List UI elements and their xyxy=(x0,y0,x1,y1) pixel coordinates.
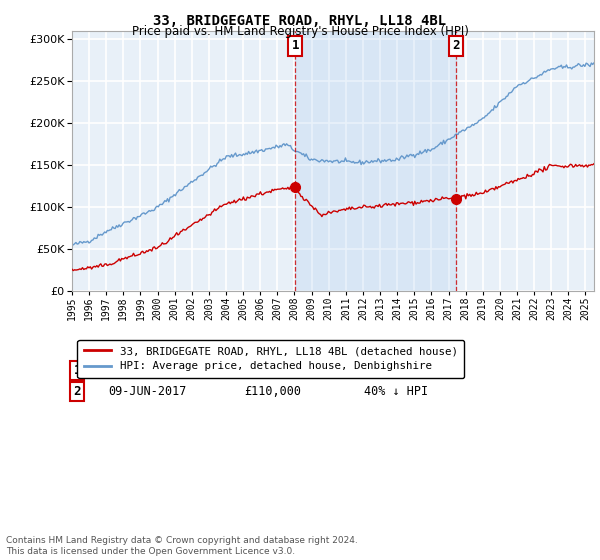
Text: £124,000: £124,000 xyxy=(244,364,301,377)
Text: 2: 2 xyxy=(452,39,460,53)
Text: 29% ↓ HPI: 29% ↓ HPI xyxy=(364,364,428,377)
Text: 09-JUN-2017: 09-JUN-2017 xyxy=(109,385,187,398)
Legend: 33, BRIDGEGATE ROAD, RHYL, LL18 4BL (detached house), HPI: Average price, detach: 33, BRIDGEGATE ROAD, RHYL, LL18 4BL (det… xyxy=(77,339,464,378)
Text: Price paid vs. HM Land Registry's House Price Index (HPI): Price paid vs. HM Land Registry's House … xyxy=(131,25,469,38)
Text: £110,000: £110,000 xyxy=(244,385,301,398)
Text: 07-JAN-2008: 07-JAN-2008 xyxy=(109,364,187,377)
Text: Contains HM Land Registry data © Crown copyright and database right 2024.
This d: Contains HM Land Registry data © Crown c… xyxy=(6,536,358,556)
Text: 1: 1 xyxy=(292,39,299,53)
Text: 33, BRIDGEGATE ROAD, RHYL, LL18 4BL: 33, BRIDGEGATE ROAD, RHYL, LL18 4BL xyxy=(154,14,446,28)
Bar xyxy=(295,31,456,291)
Text: 40% ↓ HPI: 40% ↓ HPI xyxy=(364,385,428,398)
Text: 1: 1 xyxy=(73,364,81,377)
Text: 2: 2 xyxy=(73,385,81,398)
